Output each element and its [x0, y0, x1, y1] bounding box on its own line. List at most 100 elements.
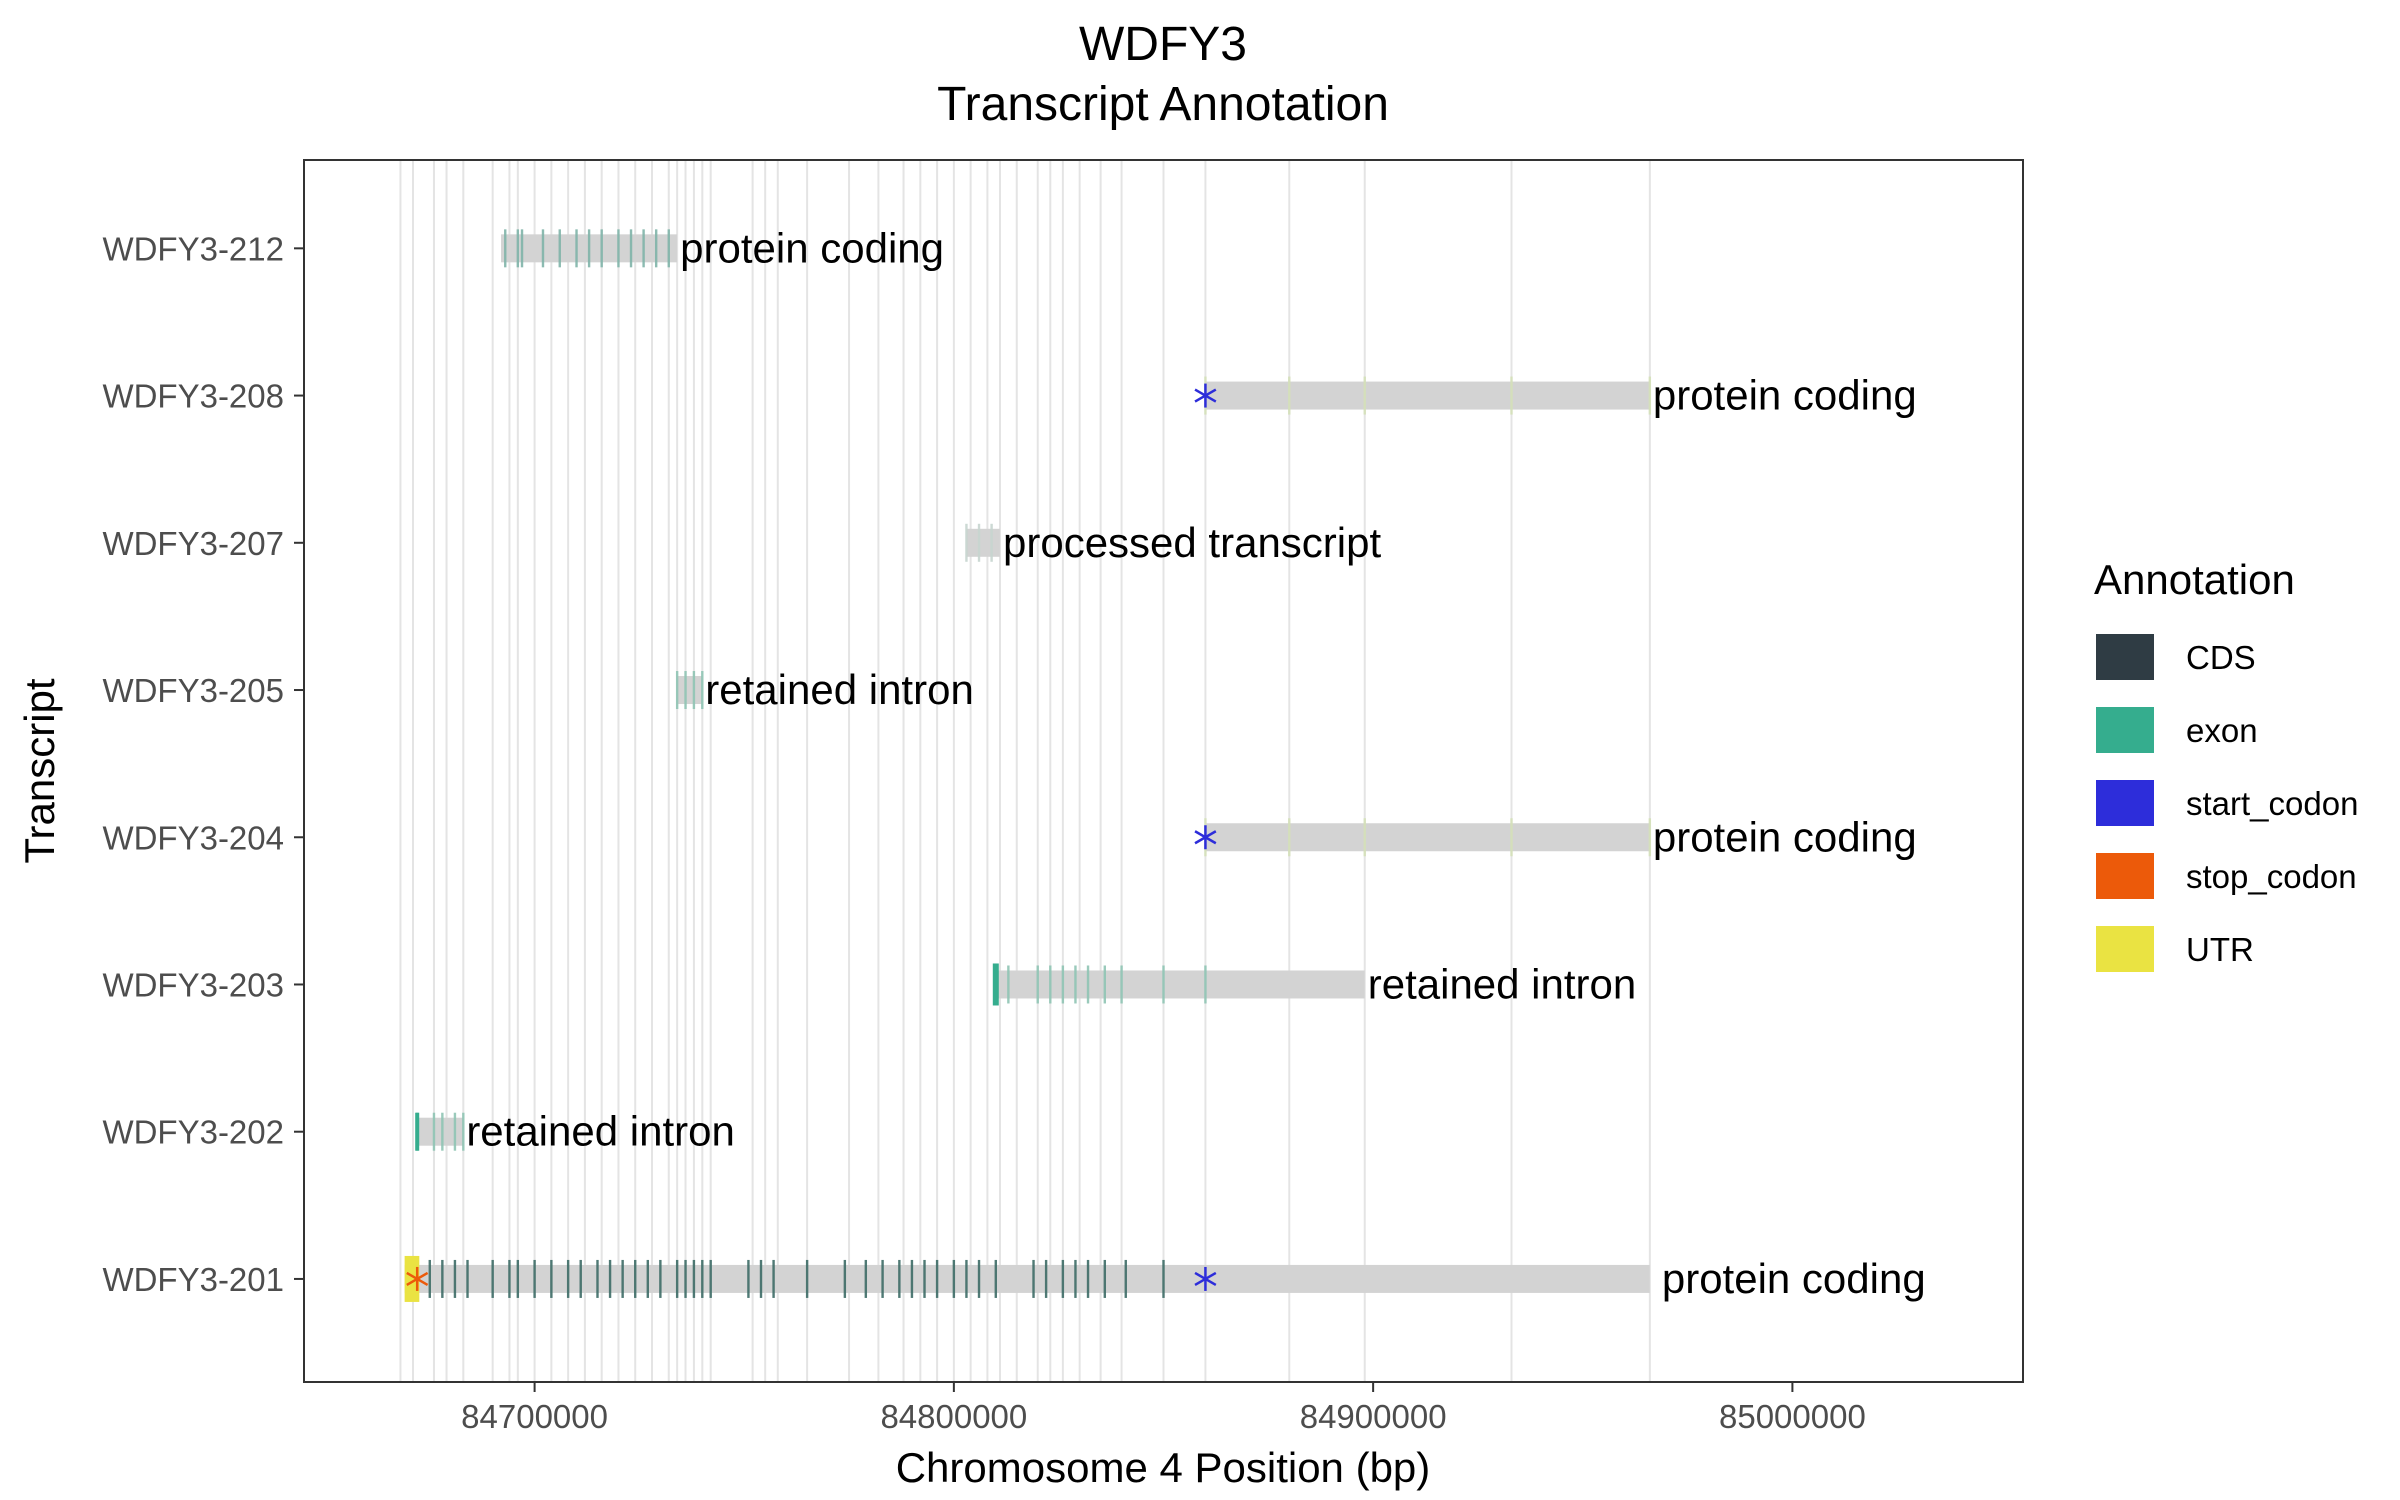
y-axis-title: Transcript [16, 678, 63, 863]
exon-mark [415, 1112, 420, 1151]
exon-mark [965, 523, 968, 562]
exon-mark [1288, 818, 1291, 857]
y-tick-label: WDFY3-203 [102, 966, 284, 1003]
biotype-label: processed transcript [1003, 519, 1381, 566]
biotype-label: retained intron [466, 1108, 735, 1155]
exon-mark [864, 1259, 868, 1298]
legend-swatch [2096, 926, 2154, 972]
exon-mark [566, 1259, 570, 1298]
exon-mark [596, 1259, 599, 1298]
exon-mark [692, 671, 696, 710]
exon-mark [1162, 1259, 1165, 1298]
exon-mark [654, 229, 658, 268]
exon-mark [1036, 965, 1039, 1004]
legend-swatch [2096, 707, 2154, 753]
legend-label: start_codon [2186, 785, 2358, 822]
transcript-track: retained intron [415, 1108, 735, 1155]
exon-mark [994, 1259, 997, 1298]
exon-mark [1363, 818, 1366, 857]
transcript-track: protein coding [501, 224, 944, 271]
exon-mark [1363, 376, 1366, 415]
exon-mark [491, 1259, 494, 1298]
exon-mark [621, 1259, 624, 1298]
y-tick-label: WDFY3-212 [102, 230, 284, 267]
legend-swatch [2096, 780, 2154, 826]
exon-mark [910, 1259, 914, 1298]
chart-subtitle: Transcript Annotation [937, 78, 1389, 131]
exon-mark [992, 963, 999, 1006]
exon-mark [587, 229, 591, 268]
exon-mark [684, 671, 687, 710]
y-tick-label: WDFY3-208 [102, 378, 284, 415]
exon-mark [1648, 818, 1652, 857]
exon-mark [642, 229, 645, 268]
exon-mark [805, 1259, 809, 1298]
exon-mark [701, 671, 704, 710]
transcript-body [417, 1117, 464, 1146]
exon-mark [541, 229, 545, 268]
exon-mark [1124, 1259, 1127, 1298]
biotype-label: protein coding [1653, 813, 1917, 860]
exon-mark [843, 1259, 847, 1298]
start-codon-mark [1194, 825, 1217, 850]
exon-mark [977, 523, 981, 562]
transcript-track: retained intron [675, 666, 974, 713]
transcript-body [404, 1264, 1650, 1293]
legend-title: Annotation [2094, 556, 2295, 603]
exon-mark [1074, 965, 1077, 1004]
transcript-track: retained intron [992, 960, 1637, 1007]
exon-mark [923, 1259, 926, 1298]
start-codon-mark [1194, 1266, 1217, 1291]
exon-mark [1086, 965, 1090, 1004]
y-tick-label: WDFY3-201 [102, 1261, 284, 1298]
exon-mark [701, 1259, 704, 1298]
legend-swatch [2096, 853, 2154, 899]
exon-mark [600, 229, 603, 268]
x-tick-label: 84700000 [461, 1398, 608, 1435]
transcript-track: processed transcript [965, 519, 1381, 566]
transcript-body [995, 970, 1365, 999]
exon-mark [466, 1259, 469, 1298]
exon-mark [1086, 1259, 1090, 1298]
exon-mark [952, 1259, 956, 1298]
exon-mark [508, 1259, 511, 1298]
biotype-label: retained intron [705, 666, 974, 713]
utr-mark [404, 1255, 420, 1302]
start-codon-mark [1194, 383, 1217, 408]
biotype-label: retained intron [1368, 960, 1637, 1007]
legend-label: UTR [2186, 931, 2254, 968]
exon-mark [1648, 376, 1652, 415]
exon-mark [1204, 965, 1207, 1004]
exon-mark [441, 1112, 444, 1151]
exon-mark [772, 1259, 775, 1298]
y-tick-label: WDFY3-204 [102, 819, 284, 856]
exon-mark [1510, 818, 1513, 857]
x-tick-label: 84800000 [880, 1398, 1027, 1435]
exon-mark [462, 1112, 465, 1151]
exon-mark [1120, 965, 1123, 1004]
exon-mark [453, 1112, 457, 1151]
exon-mark [516, 1259, 520, 1298]
exon-mark [1162, 965, 1165, 1004]
exon-mark [1288, 376, 1291, 415]
exon-mark [1510, 376, 1513, 415]
y-axis: WDFY3-212 WDFY3-208 WDFY3-207 WDFY3-205 WDFY… [102, 230, 304, 1298]
exon-mark [1032, 1259, 1035, 1298]
exon-mark [432, 1112, 436, 1151]
x-tick-label: 84900000 [1300, 1398, 1447, 1435]
exon-mark [1049, 965, 1052, 1004]
exon-mark [990, 523, 993, 562]
exon-mark [709, 1259, 712, 1298]
exon-mark [692, 1259, 696, 1298]
exon-mark [428, 1259, 431, 1298]
stop-codon-mark [406, 1266, 429, 1291]
exon-mark [629, 229, 633, 268]
exon-mark [747, 1259, 750, 1298]
exon-mark [516, 229, 520, 268]
exon-mark [1044, 1259, 1048, 1298]
exon-mark [608, 1259, 612, 1298]
exon-mark [1074, 1259, 1077, 1298]
exon-mark [646, 1259, 649, 1298]
chart-title: WDFY3 [1079, 18, 1247, 71]
